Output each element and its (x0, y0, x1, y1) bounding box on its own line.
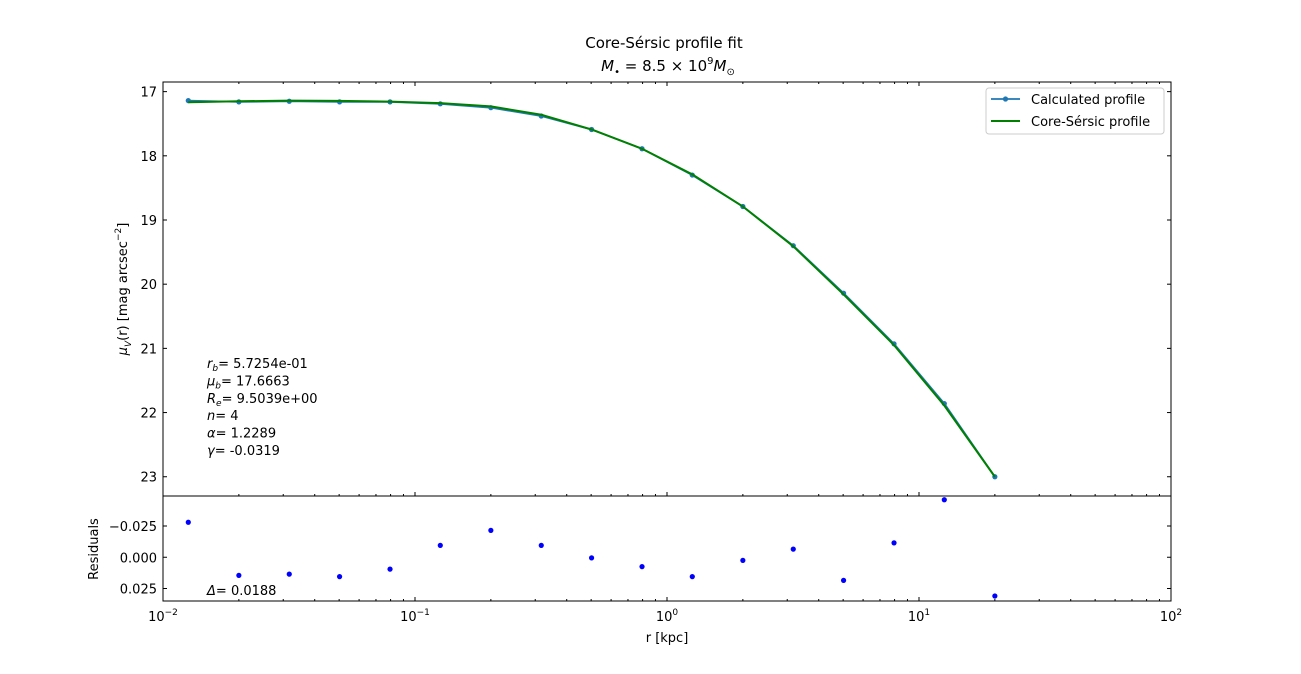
x-tick-label: 10−1 (400, 608, 430, 625)
residual-point (286, 571, 292, 577)
residual-point (840, 577, 847, 583)
residual-point (740, 557, 746, 563)
residual-point (336, 574, 343, 580)
residual-point (891, 540, 897, 546)
x-axis-label: r [kpc] (646, 631, 689, 646)
residual-y-tick-label: −0.025 (109, 520, 157, 535)
residual-point (185, 519, 191, 525)
y-tick-label: 22 (140, 407, 157, 422)
main-plot: 17 18 19 20 21 22 23 μV(r) [mag arcsec−2] rb= … (114, 81, 1172, 497)
chart-subtitle: M• = 8.5 × 109M⊙ (601, 56, 735, 78)
series-line-calculated (188, 99, 996, 478)
fit-parameter: n= 4 (207, 409, 239, 424)
x-tick-label: 102 (1160, 608, 1182, 625)
y-tick-label: 17 (140, 86, 157, 101)
legend-label-calculated: Calculated profile (1031, 93, 1145, 108)
legend-marker-calculated (1002, 96, 1009, 102)
fit-parameter: α= 1.2289 (207, 427, 276, 442)
fit-parameter: Re= 9.5039e+00 (207, 392, 318, 409)
x-tick-label: 10−2 (148, 608, 178, 625)
residual-point (538, 542, 544, 548)
series-line-core-sersic (188, 99, 996, 478)
residual-point (992, 593, 998, 599)
residual-y-tick-label: 0.000 (120, 551, 157, 566)
main-plot-frame (162, 81, 1172, 497)
y-tick-label: 19 (140, 214, 157, 229)
y-tick-label: 18 (140, 150, 157, 165)
y-tick-label: 21 (140, 342, 157, 357)
residual-point (488, 527, 494, 533)
fit-parameter: γ= -0.0319 (207, 444, 280, 459)
residual-y-tick-label: 0.025 (120, 583, 157, 598)
residual-point (236, 572, 242, 578)
residual-point (790, 546, 796, 552)
residual-delta: Δ= 0.0188 (206, 584, 276, 599)
legend-box (985, 87, 1165, 135)
legend-label-core-sersic: Core-Sérsic profile (1031, 115, 1150, 130)
residuals-plot: −0.025 0.000 0.025 10−2 10−1 100 101 102 Resid… (87, 495, 1182, 646)
y-axis-label: μV(r) [mag arcsec−2] (114, 223, 134, 357)
residual-point (941, 497, 947, 503)
legend: Calculated profile Core-Sérsic profile (985, 87, 1165, 135)
residual-point (639, 564, 645, 570)
residuals-y-label: Residuals (87, 518, 102, 580)
y-tick-label: 23 (140, 471, 157, 486)
residuals-plot-frame (162, 495, 1172, 602)
fit-parameter: μb= 17.6663 (206, 374, 290, 391)
residual-point (588, 555, 595, 561)
fit-parameter: rb= 5.7254e-01 (207, 357, 308, 374)
y-tick-label: 20 (140, 278, 157, 293)
residual-point (387, 566, 393, 572)
x-tick-label: 101 (908, 608, 930, 625)
chart-title: Core-Sérsic profile fit (585, 34, 743, 52)
residual-point (437, 542, 443, 548)
residual-point (689, 574, 695, 580)
x-tick-label: 100 (656, 608, 679, 625)
